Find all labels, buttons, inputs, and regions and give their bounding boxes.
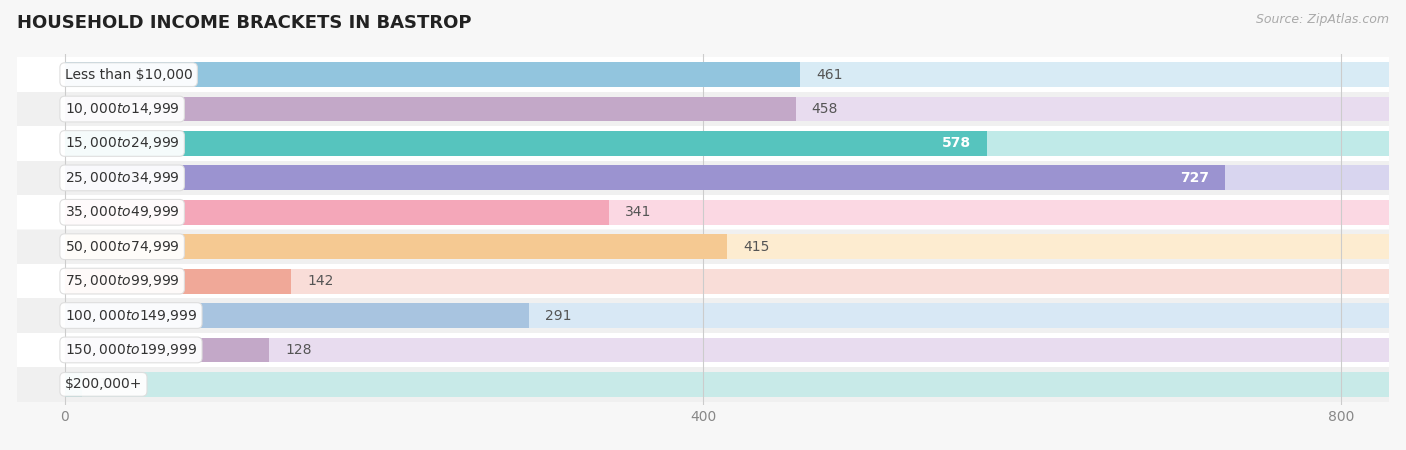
Bar	[17, 161, 1389, 195]
Bar	[17, 126, 1389, 161]
Bar	[65, 131, 1389, 156]
Bar	[65, 97, 796, 122]
Bar	[65, 62, 1389, 87]
Text: 727: 727	[1180, 171, 1209, 185]
Text: $25,000 to $34,999: $25,000 to $34,999	[65, 170, 180, 186]
Text: 415: 415	[742, 240, 769, 254]
Bar	[65, 166, 1225, 190]
Text: 578: 578	[942, 136, 972, 150]
Bar	[65, 338, 269, 362]
Bar	[65, 269, 291, 293]
Bar	[65, 200, 1389, 225]
Text: 128: 128	[285, 343, 312, 357]
Bar	[65, 303, 529, 328]
Bar	[65, 234, 1389, 259]
Text: 291: 291	[546, 309, 571, 323]
Bar	[65, 372, 1389, 397]
Text: 11: 11	[98, 378, 117, 392]
Bar	[17, 367, 1389, 401]
Text: $35,000 to $49,999: $35,000 to $49,999	[65, 204, 180, 220]
Bar	[65, 131, 987, 156]
Text: HOUSEHOLD INCOME BRACKETS IN BASTROP: HOUSEHOLD INCOME BRACKETS IN BASTROP	[17, 14, 471, 32]
Text: $150,000 to $199,999: $150,000 to $199,999	[65, 342, 197, 358]
Bar	[65, 200, 609, 225]
Bar	[65, 62, 800, 87]
Text: Source: ZipAtlas.com: Source: ZipAtlas.com	[1256, 14, 1389, 27]
Bar	[17, 298, 1389, 333]
Text: 458: 458	[811, 102, 838, 116]
Text: 341: 341	[624, 205, 651, 219]
Text: 461: 461	[817, 68, 842, 81]
Bar	[17, 195, 1389, 230]
Text: $200,000+: $200,000+	[65, 378, 142, 392]
Bar	[65, 166, 1389, 190]
Text: $100,000 to $149,999: $100,000 to $149,999	[65, 307, 197, 324]
Bar	[65, 269, 1389, 293]
Text: Less than $10,000: Less than $10,000	[65, 68, 193, 81]
Text: $50,000 to $74,999: $50,000 to $74,999	[65, 238, 180, 255]
Bar	[17, 264, 1389, 298]
Bar	[17, 58, 1389, 92]
Text: 142: 142	[308, 274, 333, 288]
Bar	[17, 230, 1389, 264]
Bar	[65, 303, 1389, 328]
Bar	[65, 97, 1389, 122]
Bar	[17, 333, 1389, 367]
Text: $10,000 to $14,999: $10,000 to $14,999	[65, 101, 180, 117]
Text: $15,000 to $24,999: $15,000 to $24,999	[65, 135, 180, 152]
Bar	[65, 372, 83, 397]
Bar	[17, 92, 1389, 126]
Bar	[65, 338, 1389, 362]
Bar	[65, 234, 727, 259]
Text: $75,000 to $99,999: $75,000 to $99,999	[65, 273, 180, 289]
